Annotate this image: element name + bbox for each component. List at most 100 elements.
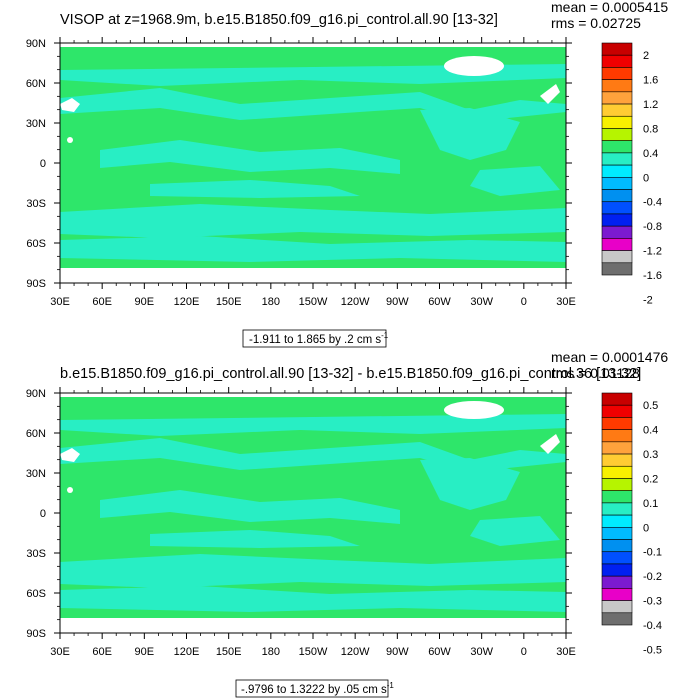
range-label-main: -1.911 to 1.865 by .2 cm s: [249, 334, 381, 346]
greenland-mask: [444, 56, 504, 76]
land-mask: [60, 43, 566, 283]
panel-title: VISOP at z=1968.9m, b.e15.B1850.f09_g16.…: [60, 12, 498, 28]
lon-label: 150W: [299, 296, 328, 308]
colorbar-swatch: [601, 465, 633, 479]
greenland-mask: [444, 401, 504, 419]
colorbar-label: 0.8: [643, 123, 658, 135]
colorbar-label: 0.5: [643, 400, 658, 412]
lon-label: 120E: [174, 646, 200, 658]
land-mask: [60, 393, 566, 633]
map-plot: 30E 60E 90E 120E 150E 180 150W 120W 90W 60W 30W 0 30…: [26, 387, 576, 658]
lon-label: 60E: [92, 646, 112, 658]
mean-stat: mean = 0.0005415: [551, 0, 668, 15]
lon-label: 150E: [216, 296, 242, 308]
lon-label: 120W: [341, 646, 370, 658]
arctic-edge-mask: [60, 393, 566, 397]
range-label-text: -1.911 to 1.865 by .2 cm s-1: [249, 331, 389, 346]
antarctic-mask: [60, 618, 566, 633]
lon-label: 180: [262, 296, 280, 308]
colorbar-label: 0.4: [643, 425, 658, 437]
colorbar-swatch: [601, 177, 633, 190]
colorbar-swatch: [601, 404, 633, 418]
lon-label: 90E: [135, 646, 155, 658]
lon-label: 0: [521, 646, 527, 658]
range-label: -1.911 to 1.865 by .2 cm s-1: [242, 329, 389, 348]
colorbar-swatch: [601, 563, 633, 577]
colorbar-swatch: [601, 417, 633, 430]
lat-label: 30S: [26, 548, 46, 560]
colorbar-label: -0.4: [643, 197, 662, 209]
antarctic-mask: [60, 268, 566, 283]
island-mask-east: [540, 434, 560, 454]
colorbar-label: -0.5: [643, 644, 662, 656]
map-plot: 30E 60E 90E 120E 150E 180 150W 120W 90W 60W 30W 0 30…: [26, 37, 576, 308]
lat-label: 90S: [26, 278, 46, 290]
range-label-text: -.9796 to 1.3222 by .05 cm s-1: [241, 681, 394, 696]
lat-label: 30N: [26, 118, 46, 130]
lon-label: 60W: [428, 296, 451, 308]
map-ticks: 30E 60E 90E 120E 150E 180 150W 120W 90W 60W 30W 0 30…: [26, 37, 576, 308]
colorbar-swatch: [601, 250, 633, 264]
colorbar-swatch: [601, 164, 633, 178]
colorbar-swatch: [601, 189, 633, 203]
colorbar: 2 1.6 1.2 0.8 0.4 0 -0.4 -0.8 -1.2 -1.6 -2: [601, 42, 662, 306]
colorbar-label: -0.2: [643, 571, 662, 583]
lon-label: 30E: [556, 646, 576, 658]
lat-label: 60N: [26, 428, 46, 440]
colorbar-label: 0: [643, 172, 649, 184]
rms-stat: rms = 0.02725: [551, 15, 641, 31]
panel-2: b.e15.B1850.f09_g16.pi_control.all.90 [1…: [26, 349, 668, 698]
lat-label: 90N: [26, 388, 46, 400]
panel-title: b.e15.B1850.f09_g16.pi_control.all.90 [1…: [60, 366, 641, 382]
lat-label: 90N: [26, 38, 46, 50]
colorbar-swatch: [601, 514, 633, 528]
colorbar-label: 0.2: [643, 473, 658, 485]
range-label-box: [235, 679, 389, 698]
lon-label: 90W: [386, 296, 409, 308]
colorbar-swatch: [601, 551, 633, 565]
arctic-edge-mask: [60, 43, 566, 47]
colorbar-swatch: [601, 527, 633, 540]
colorbar-label: -1.2: [643, 246, 662, 258]
colorbar-label: -1.6: [643, 270, 662, 282]
colorbar-swatch: [601, 91, 633, 105]
colorbar-label: 0.3: [643, 449, 658, 461]
colorbar-swatch: [601, 103, 633, 117]
range-label-box: [242, 329, 387, 348]
anomaly-bands: [60, 414, 566, 612]
colorbar-label: 0.1: [643, 498, 658, 510]
colorbar-label: -0.1: [643, 547, 662, 559]
lon-label: 0: [521, 296, 527, 308]
range-label: -.9796 to 1.3222 by .05 cm s-1: [235, 679, 394, 698]
colorbar-swatch: [601, 575, 633, 589]
colorbar-swatch: [601, 600, 633, 614]
colorbar-label: 1.6: [643, 75, 658, 87]
lat-label: 60S: [26, 588, 46, 600]
lon-label: 30E: [50, 646, 70, 658]
colorbar-swatch: [601, 42, 633, 56]
colorbar-swatch: [601, 213, 633, 227]
map-ticks: 30E 60E 90E 120E 150E 180 150W 120W 90W 60W 30W 0 30…: [26, 387, 576, 658]
colorbar-swatch: [601, 79, 633, 93]
lat-label: 0: [40, 508, 46, 520]
lon-label: 30E: [50, 296, 70, 308]
rms-stat: rms = 0.01128: [551, 365, 640, 381]
lon-label: 180: [262, 646, 280, 658]
lon-label: 150W: [299, 646, 328, 658]
colorbar-swatch: [601, 262, 633, 276]
lon-label: 150E: [216, 646, 242, 658]
lat-label: 60N: [26, 78, 46, 90]
colorbar-label: 2: [643, 50, 649, 62]
colorbar-label: -0.3: [643, 596, 662, 608]
island-mask-west: [60, 448, 80, 462]
colorbar-label: 0.4: [643, 148, 658, 160]
colorbar-swatch: [601, 453, 633, 467]
range-label-sup: -1: [387, 681, 395, 690]
lat-label: 30S: [26, 198, 46, 210]
lon-label: 30W: [470, 646, 493, 658]
mean-stat: mean = 0.0001476: [551, 349, 668, 365]
colorbar-swatch: [601, 478, 633, 491]
colorbar-swatch: [601, 140, 633, 154]
range-label-sup: -1: [381, 331, 389, 340]
